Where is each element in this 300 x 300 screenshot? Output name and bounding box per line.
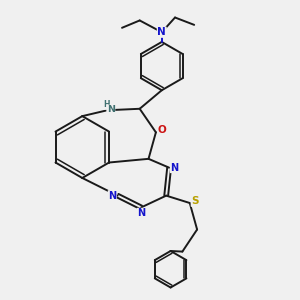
Text: N: N <box>158 27 166 37</box>
Text: N: N <box>170 163 178 173</box>
Text: O: O <box>158 125 167 135</box>
Text: N: N <box>107 105 115 114</box>
Text: N: N <box>108 190 116 201</box>
Text: S: S <box>191 196 199 206</box>
Text: N: N <box>137 208 145 218</box>
Text: H: H <box>103 100 110 109</box>
